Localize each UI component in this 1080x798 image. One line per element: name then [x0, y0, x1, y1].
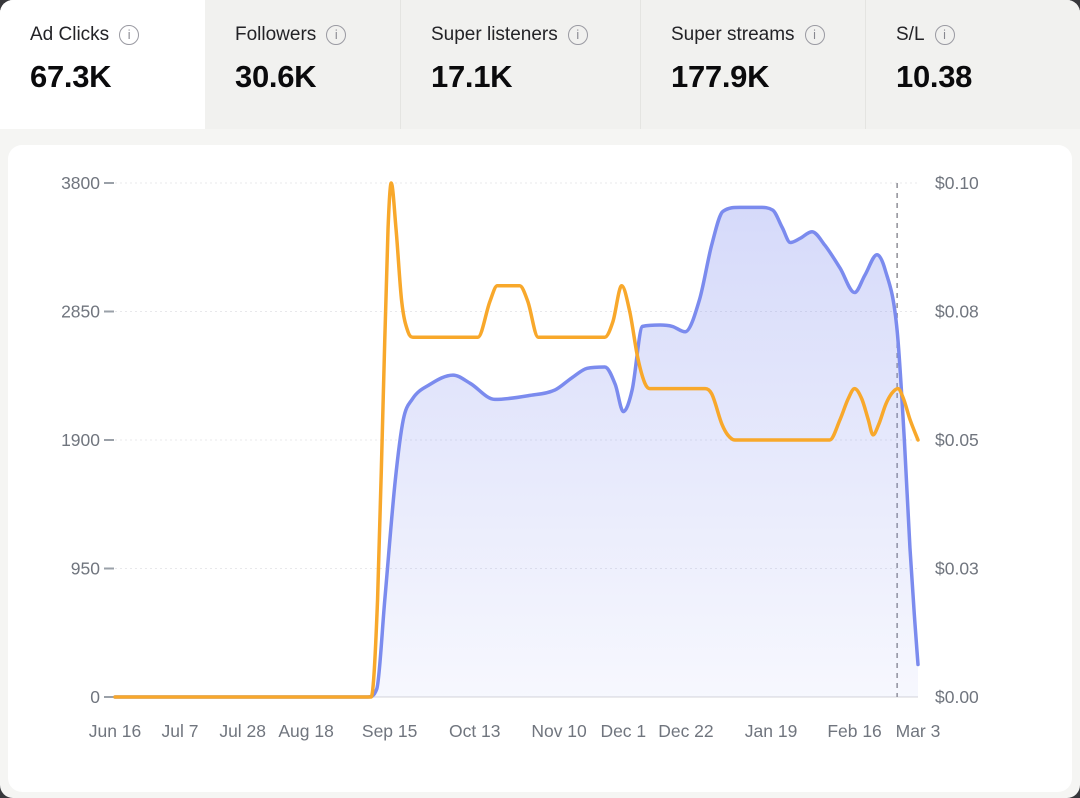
- tab-label: Ad Clicks: [30, 24, 110, 45]
- tab-label: Followers: [235, 24, 317, 45]
- performance-timeseries-chart[interactable]: 0 $0.00 950 $0.03 1900 $0.05 2850 $0.08 3800 $0.1…: [8, 145, 1072, 792]
- tab-value: 30.6K: [235, 58, 317, 94]
- chart-card: 0 $0.00 950 $0.03 1900 $0.05 2850 $0.08 3800 $0.1…: [8, 145, 1072, 792]
- right-axis-tick-label: $0.00: [935, 687, 979, 707]
- x-axis-tick-label: Jan 19: [745, 721, 798, 741]
- tab-header: S/L i: [896, 24, 1080, 47]
- info-icon[interactable]: i: [119, 25, 140, 46]
- info-icon[interactable]: i: [804, 25, 825, 46]
- x-axis-tick-label: Dec 1: [600, 721, 646, 741]
- x-axis-labels: Jun 16 Jul 7 Jul 28 Aug 18 Sep 15 Oct 13 Nov 1…: [89, 721, 941, 741]
- tab-label: Super listeners: [431, 24, 558, 45]
- x-axis-tick-label: Sep 15: [362, 721, 417, 741]
- tab-value: 177.9K: [671, 58, 770, 94]
- x-axis-tick-label: Feb 16: [827, 721, 881, 741]
- tab-ad-clicks[interactable]: Ad Clicks i 67.3K: [0, 0, 205, 129]
- left-axis-tick-label: 0: [90, 687, 100, 707]
- info-icon[interactable]: i: [567, 25, 588, 46]
- right-axis-tick-label: $0.10: [935, 173, 979, 193]
- tab-header: Super listeners i: [431, 24, 640, 47]
- x-axis-tick-label: Aug 18: [278, 721, 333, 741]
- x-axis-tick-label: Mar 3: [896, 721, 941, 741]
- x-axis-tick-label: Jun 16: [89, 721, 142, 741]
- info-icon[interactable]: i: [934, 25, 955, 46]
- tab-label: Super streams: [671, 24, 795, 45]
- tab-label: S/L: [896, 24, 925, 45]
- blue-area-series-stroke: [113, 205, 920, 699]
- left-axis-tick-label: 2850: [61, 302, 100, 322]
- left-axis-tick-label: 950: [71, 559, 100, 579]
- tab-followers[interactable]: Followers i 30.6K: [205, 0, 400, 129]
- tab-value: 17.1K: [431, 58, 513, 94]
- orange-line-series-stroke: [113, 181, 920, 699]
- tab-s-l[interactable]: S/L i 10.38: [865, 0, 1080, 129]
- x-axis-tick-label: Dec 22: [658, 721, 713, 741]
- blue-area-series: [113, 205, 920, 699]
- x-axis-tick-label: Oct 13: [449, 721, 501, 741]
- right-axis-tick-label: $0.03: [935, 559, 979, 579]
- tab-header: Super streams i: [671, 24, 865, 47]
- orange-line-series: [113, 181, 920, 699]
- x-axis-tick-label: Nov 10: [531, 721, 587, 741]
- tab-header: Followers i: [235, 24, 400, 47]
- tab-value: 10.38: [896, 58, 973, 94]
- tab-super-listeners[interactable]: Super listeners i 17.1K: [400, 0, 640, 129]
- blue-area-fill: [115, 207, 918, 697]
- tab-super-streams[interactable]: Super streams i 177.9K: [640, 0, 865, 129]
- info-icon[interactable]: i: [326, 25, 347, 46]
- left-axis-tick-label: 3800: [61, 173, 100, 193]
- tab-value: 67.3K: [30, 58, 112, 94]
- right-axis-tick-label: $0.05: [935, 430, 979, 450]
- left-axis-tick-label: 1900: [61, 430, 100, 450]
- metric-tab-bar: Ad Clicks i 67.3K Followers i 30.6K Supe…: [0, 0, 1080, 129]
- x-axis-tick-label: Jul 7: [162, 721, 199, 741]
- tab-header: Ad Clicks i: [30, 24, 205, 47]
- x-axis-tick-label: Jul 28: [219, 721, 266, 741]
- right-axis-tick-label: $0.08: [935, 302, 979, 322]
